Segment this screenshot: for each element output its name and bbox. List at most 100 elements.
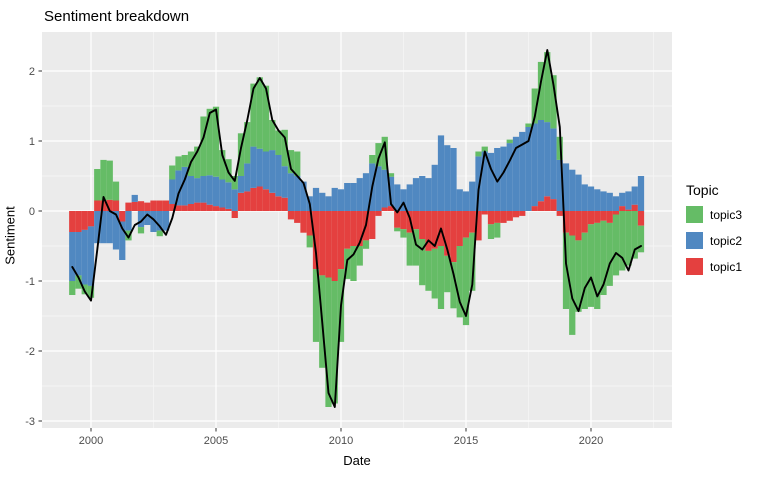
bar-segment-topic1 bbox=[281, 197, 288, 211]
bar-segment-topic2 bbox=[212, 176, 220, 207]
bar-segment-topic3 bbox=[462, 237, 470, 326]
bar-segment-topic3 bbox=[456, 246, 463, 318]
bar-segment-topic1 bbox=[556, 211, 563, 216]
bar-segment-topic1 bbox=[594, 211, 601, 223]
bar-segment-topic1 bbox=[475, 211, 482, 241]
bar-segment-topic3 bbox=[181, 155, 188, 167]
legend-swatch-topic1-icon bbox=[686, 258, 703, 275]
bar-segment-topic1 bbox=[312, 211, 320, 270]
bar-segment-topic2 bbox=[119, 221, 126, 260]
bar-segment-topic2 bbox=[437, 135, 445, 211]
bar-segment-topic1 bbox=[237, 192, 245, 211]
bar-segment-topic3 bbox=[537, 61, 545, 120]
bar-segment-topic1 bbox=[550, 199, 557, 211]
bar-segment-topic2 bbox=[575, 174, 582, 211]
bar-segment-topic1 bbox=[294, 211, 301, 223]
bar-segment-topic3 bbox=[275, 130, 282, 155]
bar-segment-topic1 bbox=[412, 211, 420, 230]
bar-segment-topic1 bbox=[625, 209, 632, 211]
bar-segment-topic1 bbox=[444, 211, 451, 256]
bar-segment-topic2 bbox=[100, 211, 107, 244]
bar-segment-topic2 bbox=[362, 173, 370, 211]
bar-segment-topic2 bbox=[569, 169, 576, 211]
y-tick-label: 2 bbox=[29, 66, 35, 78]
bar-segment-topic2 bbox=[181, 166, 188, 206]
bar-segment-topic3 bbox=[475, 151, 482, 157]
bar-segment-topic1 bbox=[462, 211, 470, 238]
bar-segment-topic3 bbox=[631, 211, 638, 259]
legend-swatch-topic2-icon bbox=[686, 232, 703, 249]
bar-segment-topic1 bbox=[400, 211, 407, 230]
bar-segment-topic2 bbox=[162, 211, 170, 231]
bar-segment-topic3 bbox=[306, 235, 313, 248]
bar-segment-topic3 bbox=[369, 155, 376, 164]
bar-segment-topic2 bbox=[612, 196, 620, 211]
bar-segment-topic1 bbox=[181, 205, 188, 211]
bar-segment-topic3 bbox=[156, 230, 163, 237]
bar-segment-topic1 bbox=[544, 196, 551, 211]
bar-segment-topic1 bbox=[500, 211, 507, 223]
sentiment-line bbox=[71, 49, 642, 408]
bar-segment-topic3 bbox=[356, 246, 363, 266]
bar-segment-topic2 bbox=[344, 183, 351, 211]
bar-segment-topic1 bbox=[87, 211, 95, 227]
bar-segment-topic2 bbox=[387, 176, 395, 207]
bar-segment-topic2 bbox=[281, 166, 288, 198]
bar-segment-topic3 bbox=[75, 275, 82, 289]
bar-segment-topic2 bbox=[244, 163, 251, 192]
bar-segment-topic1 bbox=[200, 202, 207, 211]
bar-segment-topic2 bbox=[131, 194, 138, 202]
bar-segment-topic3 bbox=[562, 232, 570, 309]
bar-segment-topic2 bbox=[581, 184, 588, 211]
bar-segment-topic2 bbox=[200, 176, 207, 203]
bar-segment-topic1 bbox=[506, 211, 513, 221]
bar-segment-topic2 bbox=[519, 131, 526, 211]
bar-segment-topic3 bbox=[531, 88, 538, 124]
bar-segment-topic1 bbox=[75, 211, 82, 232]
bar-segment-topic1 bbox=[287, 211, 295, 220]
bar-segment-topic1 bbox=[431, 211, 438, 249]
bar-segment-topic2 bbox=[231, 189, 238, 211]
bar-segment-topic3 bbox=[244, 122, 251, 164]
bar-segment-topic2 bbox=[300, 181, 307, 211]
bar-segment-topic1 bbox=[350, 211, 357, 246]
bar-segment-topic3 bbox=[412, 229, 420, 266]
bar-segment-topic2 bbox=[319, 192, 326, 211]
bar-segment-topic1 bbox=[275, 196, 282, 211]
bar-segment-topic3 bbox=[506, 139, 513, 144]
y-tick-label: -3 bbox=[25, 416, 35, 428]
bar-segment-topic1 bbox=[262, 189, 270, 211]
bar-segment-topic3 bbox=[256, 77, 263, 149]
bar-segment-topic3 bbox=[269, 120, 276, 151]
bar-segment-topic3 bbox=[481, 146, 488, 152]
bar-segment-topic1 bbox=[375, 211, 382, 216]
bar-segment-topic1 bbox=[325, 211, 332, 278]
bar-segment-topic1 bbox=[112, 200, 120, 211]
bar-segment-topic1 bbox=[600, 211, 607, 221]
bar-segment-topic2 bbox=[531, 123, 538, 207]
bar-segment-topic3 bbox=[637, 225, 645, 253]
legend-swatch-topic3-icon bbox=[686, 206, 703, 223]
bar-segment-topic1 bbox=[94, 200, 101, 211]
bar-segment-topic1 bbox=[519, 211, 526, 216]
bar-segment-topic2 bbox=[112, 211, 120, 250]
bar-segment-topic1 bbox=[206, 204, 213, 211]
bar-segment-topic2 bbox=[594, 189, 601, 211]
bar-segment-topic3 bbox=[169, 165, 176, 180]
bar-segment-topic3 bbox=[556, 136, 563, 160]
bar-segment-topic1 bbox=[306, 211, 313, 236]
bar-segment-topic3 bbox=[87, 285, 95, 298]
bar-segment-topic2 bbox=[544, 122, 551, 197]
bar-segment-topic3 bbox=[569, 235, 576, 335]
y-axis-title: Sentiment bbox=[2, 206, 18, 265]
bar-segment-topic1 bbox=[387, 206, 395, 211]
bar-segment-topic1 bbox=[619, 206, 626, 211]
bar-segment-topic2 bbox=[75, 232, 82, 276]
bar-segment-topic1 bbox=[187, 204, 195, 211]
bar-segment-topic1 bbox=[81, 211, 88, 230]
bar-segment-topic3 bbox=[525, 123, 532, 127]
bar-segment-topic2 bbox=[69, 232, 76, 281]
bar-segment-topic1 bbox=[169, 204, 176, 211]
bar-segment-topic1 bbox=[194, 202, 201, 211]
bar-segment-topic1 bbox=[150, 200, 157, 211]
